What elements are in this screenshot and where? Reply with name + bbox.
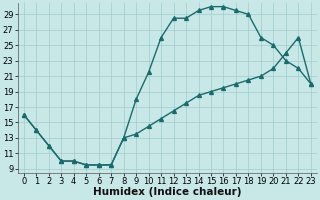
- X-axis label: Humidex (Indice chaleur): Humidex (Indice chaleur): [93, 187, 242, 197]
